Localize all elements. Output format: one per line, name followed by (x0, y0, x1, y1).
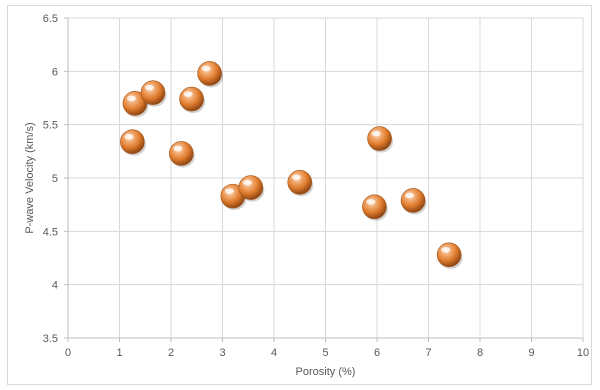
y-tick-label: 5 (52, 173, 58, 185)
gridlines (68, 17, 584, 338)
data-point (400, 188, 427, 215)
data-point (238, 175, 265, 202)
x-tick-label: 8 (477, 347, 483, 359)
x-tick-label: 7 (425, 347, 431, 359)
y-tick-label: 4 (52, 280, 58, 292)
data-point (140, 80, 167, 107)
y-tick-label: 6 (52, 66, 58, 78)
tick-labels: 0 1 2 3 4 5 6 7 8 9 10 3.5 4 4.5 5 5.5 6 6.5 (43, 13, 589, 359)
data-point (169, 141, 195, 168)
data-point (179, 86, 206, 114)
y-tick-label: 5.5 (43, 120, 58, 132)
x-tick-label: 0 (65, 347, 71, 359)
data-point (287, 169, 314, 197)
data-points (120, 61, 463, 269)
data-point (362, 194, 388, 221)
x-axis-title: Porosity (%) (296, 366, 356, 378)
x-tick-label: 2 (168, 347, 174, 359)
x-tick-label: 9 (528, 347, 534, 359)
y-tick-label: 3.5 (43, 333, 58, 345)
x-tick-label: 5 (322, 347, 328, 359)
data-point (120, 129, 146, 156)
y-tick-label: 6.5 (43, 13, 58, 25)
x-tick-label: 6 (374, 347, 380, 359)
x-tick-label: 1 (116, 347, 122, 359)
axes (64, 17, 584, 342)
x-tick-label: 4 (271, 347, 277, 359)
x-tick-label: 10 (577, 347, 589, 359)
data-point (122, 91, 149, 118)
data-point (367, 126, 394, 153)
y-axis-title: P-wave Velocity (km/s) (24, 122, 36, 233)
chart-area (7, 5, 592, 385)
x-tick-label: 3 (219, 347, 225, 359)
y-tick-label: 4.5 (43, 226, 58, 238)
data-point (436, 242, 463, 269)
data-point (197, 61, 224, 88)
